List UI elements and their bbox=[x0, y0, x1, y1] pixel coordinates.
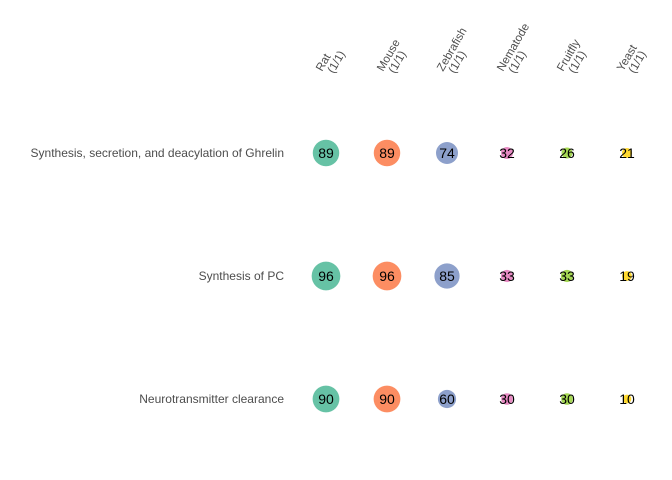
dot-point: 10 bbox=[619, 391, 635, 407]
dots: 89 89 74 32 26 21 96 96 85 33 33 19 90 90 60 30 30 10 bbox=[311, 139, 635, 413]
dot-mouse bbox=[373, 385, 401, 413]
dot-value-label: 19 bbox=[619, 268, 635, 284]
dot-zebrafish bbox=[437, 389, 457, 409]
dot-value-label: 90 bbox=[379, 391, 395, 407]
dot-zebrafish bbox=[436, 142, 458, 164]
dot-point: 21 bbox=[619, 145, 635, 161]
dot-yeast bbox=[622, 394, 632, 404]
dot-point: 85 bbox=[434, 263, 460, 289]
dot-mouse bbox=[373, 139, 401, 167]
column-count: (1/1) bbox=[326, 49, 348, 76]
dot-value-label: 60 bbox=[439, 391, 455, 407]
dot-mouse bbox=[372, 261, 402, 291]
dot-value-label: 30 bbox=[499, 391, 515, 407]
dot-point: 33 bbox=[499, 268, 515, 284]
dot-value-label: 96 bbox=[318, 268, 334, 284]
column-label-yeast: Yeast(1/1) bbox=[615, 42, 649, 79]
dot-fruitfly bbox=[561, 393, 573, 405]
dot-point: 32 bbox=[499, 145, 515, 161]
dot-point: 30 bbox=[559, 391, 575, 407]
column-label-rat: Rat(1/1) bbox=[314, 43, 348, 79]
dot-yeast bbox=[622, 271, 632, 281]
dot-value-label: 90 bbox=[318, 391, 334, 407]
dot-value-label: 30 bbox=[559, 391, 575, 407]
dot-point: 30 bbox=[499, 391, 515, 407]
column-label-fruitfly: Fruitfly(1/1) bbox=[555, 37, 592, 79]
dot-nematode bbox=[501, 393, 513, 405]
dot-point: 96 bbox=[372, 261, 402, 291]
dot-value-label: 10 bbox=[619, 391, 635, 407]
dot-value-label: 21 bbox=[619, 145, 635, 161]
column-label-mouse: Mouse(1/1) bbox=[375, 38, 412, 79]
dot-value-label: 26 bbox=[559, 145, 575, 161]
dot-value-label: 89 bbox=[379, 145, 395, 161]
dot-value-label: 85 bbox=[439, 268, 455, 284]
dot-rat bbox=[311, 261, 341, 291]
dot-value-label: 74 bbox=[439, 145, 455, 161]
dot-point: 96 bbox=[311, 261, 341, 291]
row-label: Neurotransmitter clearance bbox=[139, 392, 284, 406]
row-labels: Synthesis, secretion, and deacylation of… bbox=[31, 146, 285, 406]
dot-point: 60 bbox=[437, 389, 457, 409]
dot-rat bbox=[312, 139, 340, 167]
dot-yeast bbox=[621, 147, 633, 159]
dot-value-label: 33 bbox=[559, 268, 575, 284]
column-labels: Rat(1/1) Mouse(1/1) Zebrafish(1/1) Nematode… bbox=[314, 22, 649, 79]
row-label: Synthesis of PC bbox=[199, 269, 285, 283]
dot-point: 90 bbox=[312, 385, 340, 413]
row-label: Synthesis, secretion, and deacylation of… bbox=[31, 146, 284, 160]
dot-point: 33 bbox=[559, 268, 575, 284]
dot-point: 89 bbox=[312, 139, 340, 167]
dot-point: 19 bbox=[619, 268, 635, 284]
dot-point: 74 bbox=[436, 142, 458, 164]
dot-point: 26 bbox=[559, 145, 575, 161]
column-label-nematode: Nematode(1/1) bbox=[495, 22, 541, 79]
dot-value-label: 32 bbox=[499, 145, 515, 161]
dot-fruitfly bbox=[561, 147, 573, 159]
dot-value-label: 89 bbox=[318, 145, 334, 161]
dot-nematode bbox=[500, 269, 514, 283]
dot-fruitfly bbox=[560, 269, 574, 283]
dot-value-label: 33 bbox=[499, 268, 515, 284]
column-label-zebrafish: Zebrafish(1/1) bbox=[435, 26, 479, 79]
dot-value-label: 96 bbox=[379, 268, 395, 284]
dot-nematode bbox=[501, 147, 513, 159]
dot-point: 89 bbox=[373, 139, 401, 167]
dot-point: 90 bbox=[373, 385, 401, 413]
dot-zebrafish bbox=[434, 263, 460, 289]
dot-rat bbox=[312, 385, 340, 413]
